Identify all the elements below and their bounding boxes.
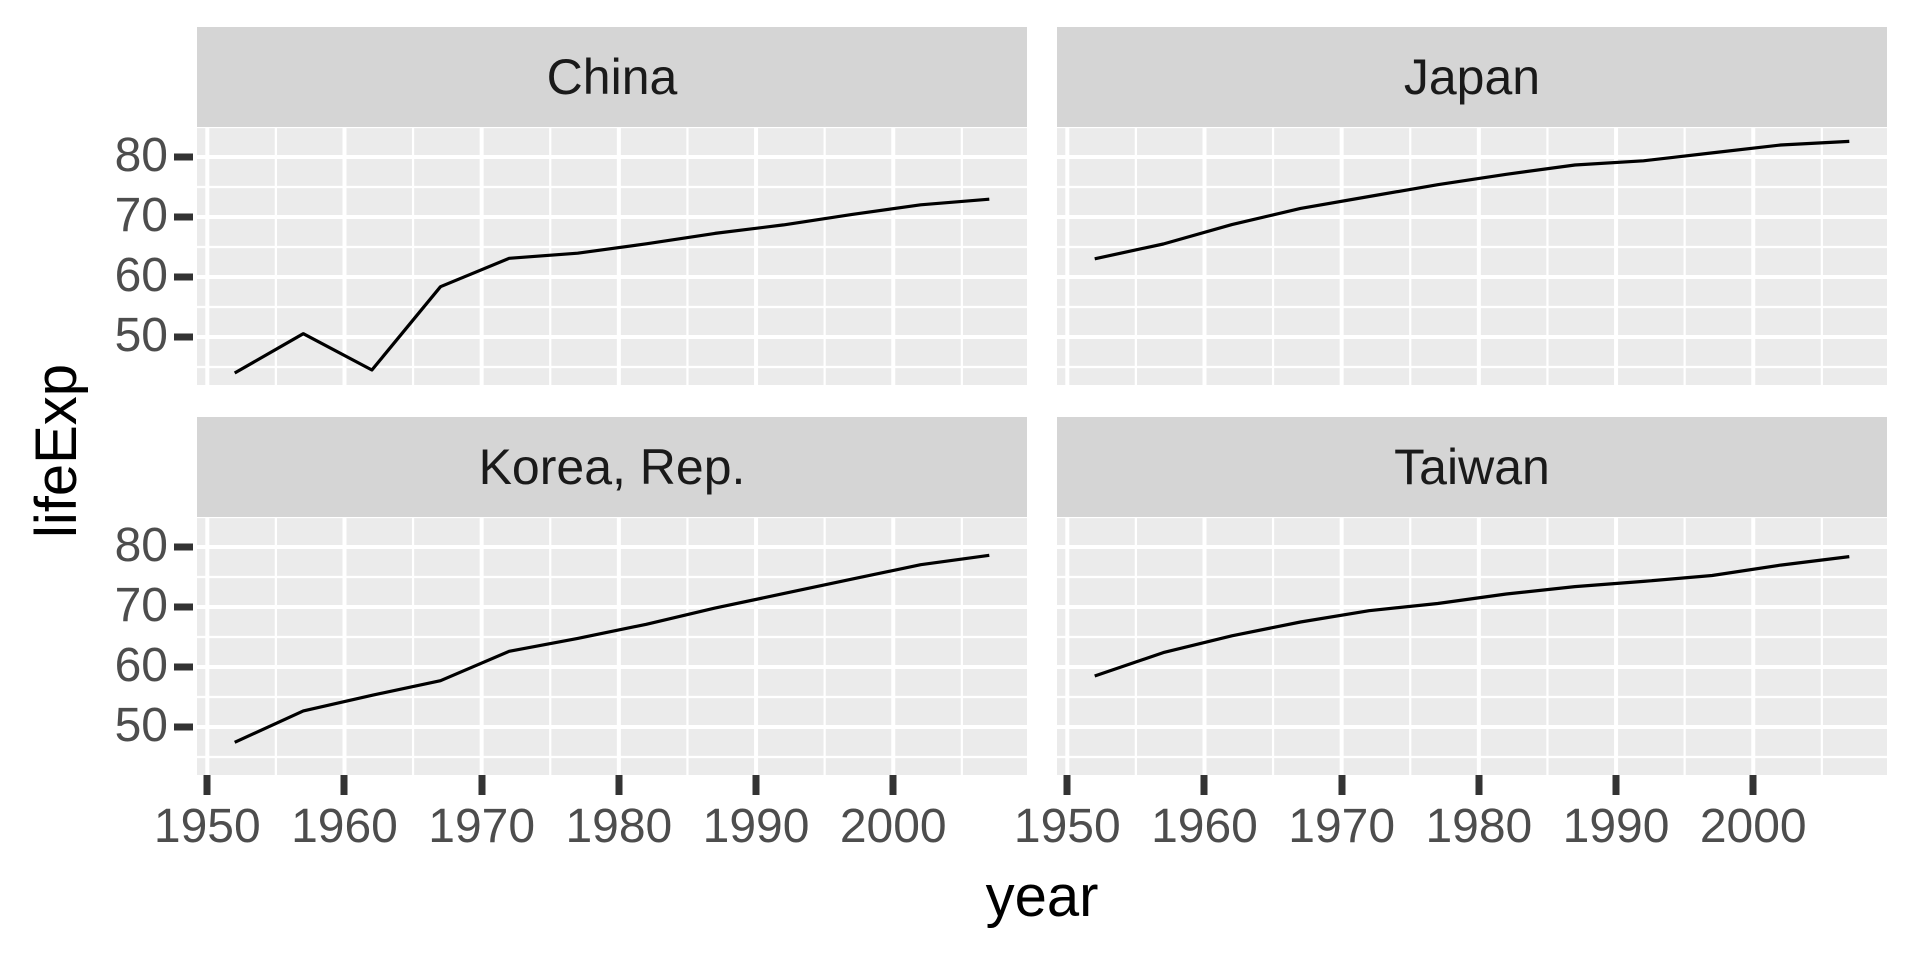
x-axis-tick-label: 1960 — [291, 800, 398, 853]
facet-strip-japan: Japan — [1057, 27, 1887, 127]
y-axis-title: lifeExp — [24, 363, 89, 539]
x-axis-tick — [1475, 775, 1483, 795]
facet-china: China — [197, 27, 1027, 385]
life-exp-line — [234, 553, 990, 744]
facet-panel-japan — [1057, 127, 1887, 385]
x-axis-tick-label: 1970 — [428, 800, 536, 853]
line-plot-taiwan — [1057, 517, 1887, 775]
line-plot-korea-rep — [197, 517, 1027, 775]
y-axis-tick-label: 70 — [114, 189, 168, 243]
facet-strip-label: China — [546, 49, 678, 105]
x-axis-tick — [340, 775, 348, 795]
y-axis-tick-label: 80 — [114, 519, 168, 573]
x-axis-tick-label: 1990 — [702, 800, 810, 853]
y-axis-tick — [174, 663, 193, 671]
x-axis-tick — [1063, 775, 1071, 795]
y-axis-tick — [174, 543, 193, 551]
facet-panel-korea-rep — [197, 517, 1027, 775]
x-axis-tick — [889, 775, 897, 795]
x-axis-tick-label: 1970 — [1288, 800, 1396, 853]
y-axis-tick-label: 50 — [114, 699, 168, 753]
y-axis-tick — [174, 273, 193, 281]
facet-strip-korea-rep: Korea, Rep. — [197, 417, 1027, 517]
y-axis-tick — [174, 333, 193, 341]
facet-strip-label: Taiwan — [1394, 439, 1550, 495]
x-axis-title: year — [985, 864, 1099, 929]
facet-panel-taiwan — [1057, 517, 1887, 775]
x-axis-tick — [615, 775, 623, 795]
x-axis-tick — [1612, 775, 1620, 795]
x-axis-tick-label: 1950 — [1013, 800, 1121, 853]
x-axis-tick — [203, 775, 211, 795]
life-exp-line — [1094, 555, 1850, 678]
x-axis-tick-label: 2000 — [839, 800, 947, 853]
x-axis-tick-label: 1980 — [565, 800, 673, 853]
facet-strip-label: Korea, Rep. — [478, 439, 746, 495]
facet-panel-china — [197, 127, 1027, 385]
y-axis-tick-label: 70 — [114, 579, 168, 633]
y-axis-tick — [174, 723, 193, 731]
x-axis-tick — [1749, 775, 1757, 795]
line-plot-japan — [1057, 127, 1887, 385]
y-axis-tick — [174, 153, 193, 161]
y-axis-tick-label: 60 — [114, 249, 168, 303]
y-axis-tick-label: 80 — [114, 129, 168, 183]
y-axis-tick — [174, 603, 193, 611]
x-axis-tick-label: 1950 — [153, 800, 261, 853]
x-axis-tick-label: 1960 — [1151, 800, 1258, 853]
facet-strip-china: China — [197, 27, 1027, 127]
facet-strip-taiwan: Taiwan — [1057, 417, 1887, 517]
x-axis-tick — [752, 775, 760, 795]
x-axis-tick — [1200, 775, 1208, 795]
x-axis-tick-label: 2000 — [1699, 800, 1807, 853]
line-plot-china — [197, 127, 1027, 385]
x-axis-tick-label: 1980 — [1425, 800, 1533, 853]
life-exp-line — [233, 197, 990, 375]
life-exp-line — [1094, 139, 1850, 261]
x-axis-tick — [478, 775, 486, 795]
y-axis-tick-label: 60 — [114, 639, 168, 693]
x-axis-tick-label: 1990 — [1562, 800, 1670, 853]
y-axis-tick — [174, 213, 193, 221]
x-axis-tick — [1338, 775, 1346, 795]
facet-korea-rep: Korea, Rep. — [197, 417, 1027, 775]
facet-taiwan: Taiwan — [1057, 417, 1887, 775]
y-axis-tick-label: 50 — [114, 309, 168, 363]
facet-strip-label: Japan — [1403, 49, 1541, 105]
facet-japan: Japan — [1057, 27, 1887, 385]
